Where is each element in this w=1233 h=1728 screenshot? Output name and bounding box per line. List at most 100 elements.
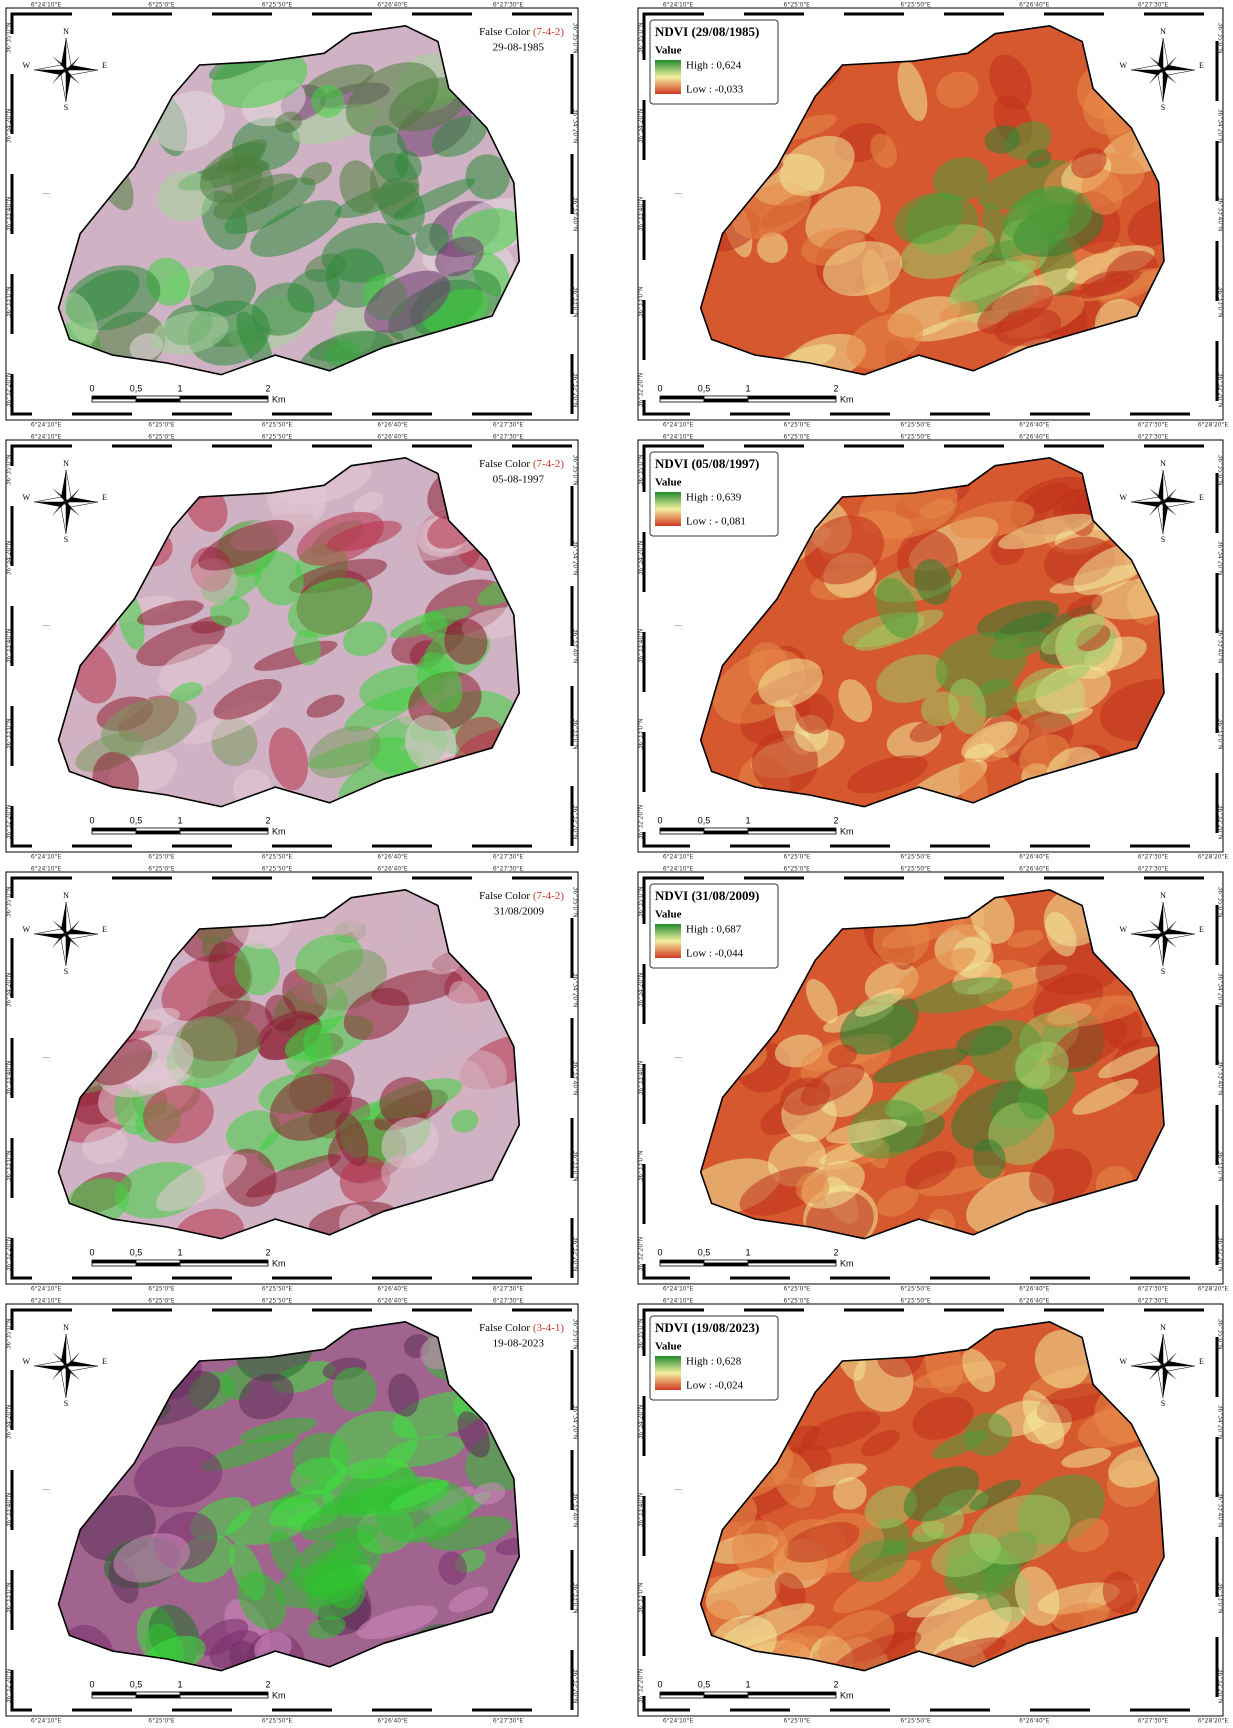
lat-label: 36°35'0"N (1217, 1319, 1224, 1350)
scale-segment-top (660, 1692, 704, 1695)
lat-label: 36°33'40"N (572, 1493, 579, 1528)
lon-label: 6°26'40"E (1019, 1298, 1049, 1305)
west-label: W (1119, 61, 1127, 70)
band-combination: (7-4-2) (533, 458, 564, 470)
lat-label: 36°34'20"N (638, 1405, 645, 1440)
map-panel: 6°24'10"E6°24'10"E6°25'0"E6°25'0"E6°25'5… (6, 866, 579, 1293)
lat-label: 36°35'0"N (638, 455, 645, 486)
scale-segment-top (748, 396, 836, 399)
west-label: W (22, 925, 30, 934)
map-panel: 6°24'10"E6°24'10"E6°25'0"E6°25'0"E6°25'5… (6, 1298, 579, 1725)
legend-low: Low : -0,024 (686, 1380, 744, 1392)
lat-label: 36°32'20"N (1217, 805, 1224, 840)
scale-segment-top (180, 828, 268, 831)
south-label: S (64, 967, 68, 976)
lat-label: 36°33'0"N (572, 1151, 579, 1182)
scale-tick-label: 0,5 (130, 815, 143, 825)
lat-label: 36°33'40"N (1217, 1061, 1224, 1096)
east-label: E (102, 1357, 107, 1366)
lon-label: 6°25'0"E (784, 866, 811, 873)
lat-label: 36°33'40"N (638, 629, 645, 664)
scale-tick-label: 0,5 (698, 1247, 711, 1257)
scale-segment-bottom (180, 831, 268, 834)
lon-label: 6°24'10"E (31, 1298, 61, 1305)
west-label: W (22, 61, 30, 70)
scale-tick-label: 1 (745, 1247, 750, 1257)
lon-label: 6°26'40"E (377, 854, 407, 861)
scale-segment-top (704, 828, 748, 831)
scale-unit: Km (272, 394, 286, 404)
lat-label: 36°32'20"N (1217, 1237, 1224, 1272)
lat-label: 36°32'20"N (572, 1237, 579, 1272)
lon-label: 6°27'30"E (493, 854, 523, 861)
lon-label: 6°28'20"E (1198, 1718, 1228, 1725)
scale-segment-bottom (136, 1263, 180, 1266)
lat-label: 36°34'20"N (6, 541, 13, 576)
lon-label: 6°27'30"E (1138, 866, 1168, 873)
scale-segment-top (180, 396, 268, 399)
lon-label: 6°27'30"E (493, 1298, 523, 1305)
west-label: W (1119, 493, 1127, 502)
lon-label: 6°26'40"E (377, 866, 407, 873)
scale-segment-top (136, 1260, 180, 1263)
lat-label: 36°35'0"N (638, 887, 645, 918)
lon-label: 6°25'50"E (900, 854, 930, 861)
east-label: E (1199, 61, 1204, 70)
legend-high: High : 0,624 (686, 60, 742, 72)
scale-segment-bottom (136, 831, 180, 834)
lon-label: 6°27'30"E (493, 1718, 523, 1725)
lon-label: 6°26'40"E (1019, 434, 1049, 441)
lon-label: 6°24'10"E (31, 422, 61, 429)
image-date: 05-08-1997 (493, 474, 545, 486)
lat-label: 36°35'0"N (572, 455, 579, 486)
ndvi-title: NDVI (29/08/1985) (655, 24, 759, 39)
lat-label: 36°35'0"N (6, 887, 13, 918)
scale-tick-label: 0 (89, 815, 94, 825)
scale-unit: Km (840, 1258, 854, 1268)
scale-unit: Km (272, 826, 286, 836)
lat-label: 36°35'0"N (6, 23, 13, 54)
south-label: S (64, 103, 68, 112)
lat-label: 36°32'20"N (572, 373, 579, 408)
west-label: W (1119, 1357, 1127, 1366)
scale-segment-top (180, 1260, 268, 1263)
lon-label: 6°27'30"E (1138, 1718, 1168, 1725)
lat-label: 36°33'40"N (638, 197, 645, 232)
lon-label: 6°24'10"E (31, 2, 61, 9)
east-label: E (1199, 493, 1204, 502)
lat-label: 36°35'0"N (572, 23, 579, 54)
scale-tick-label: 0 (657, 1247, 662, 1257)
scale-tick-label: 1 (745, 383, 750, 393)
scale-segment-bottom (136, 399, 180, 402)
lat-label: 36°32'20"N (638, 1669, 645, 1704)
lon-label: 6°25'0"E (784, 1718, 811, 1725)
east-label: E (102, 925, 107, 934)
south-label: S (64, 535, 68, 544)
lat-label: 36°33'0"N (1217, 1151, 1224, 1182)
ndvi-title: NDVI (31/08/2009) (655, 888, 759, 903)
lon-label: 6°27'30"E (1138, 854, 1168, 861)
scale-tick-label: 2 (265, 815, 270, 825)
lat-label: 36°32'20"N (6, 1237, 13, 1272)
lon-label: 6°25'50"E (262, 1718, 292, 1725)
lat-label: 36°33'40"N (638, 1493, 645, 1528)
lat-label: 36°33'40"N (572, 1061, 579, 1096)
scale-tick-label: 2 (833, 815, 838, 825)
lon-label: 6°27'30"E (493, 866, 523, 873)
lat-label: 36°35'0"N (6, 455, 13, 486)
map-panel: 6°24'10"E6°24'10"E6°25'0"E6°25'0"E6°25'5… (638, 2, 1229, 429)
lat-label: 36°33'40"N (1217, 197, 1224, 232)
lat-label: 36°32'20"N (6, 373, 13, 408)
east-label: E (102, 61, 107, 70)
lat-label: 36°34'20"N (638, 973, 645, 1008)
lon-label: 6°27'30"E (1138, 422, 1168, 429)
lat-label: 36°35'0"N (1217, 455, 1224, 486)
lat-label: 36°34'20"N (1217, 541, 1224, 576)
scale-segment-bottom (704, 399, 748, 402)
lon-label: 6°26'40"E (1019, 422, 1049, 429)
lat-label: 36°35'0"N (1217, 23, 1224, 54)
lon-label: 6°26'40"E (1019, 854, 1049, 861)
lon-label: 6°24'10"E (663, 1718, 693, 1725)
lat-label: 36°34'20"N (638, 109, 645, 144)
scale-segment-bottom (704, 831, 748, 834)
